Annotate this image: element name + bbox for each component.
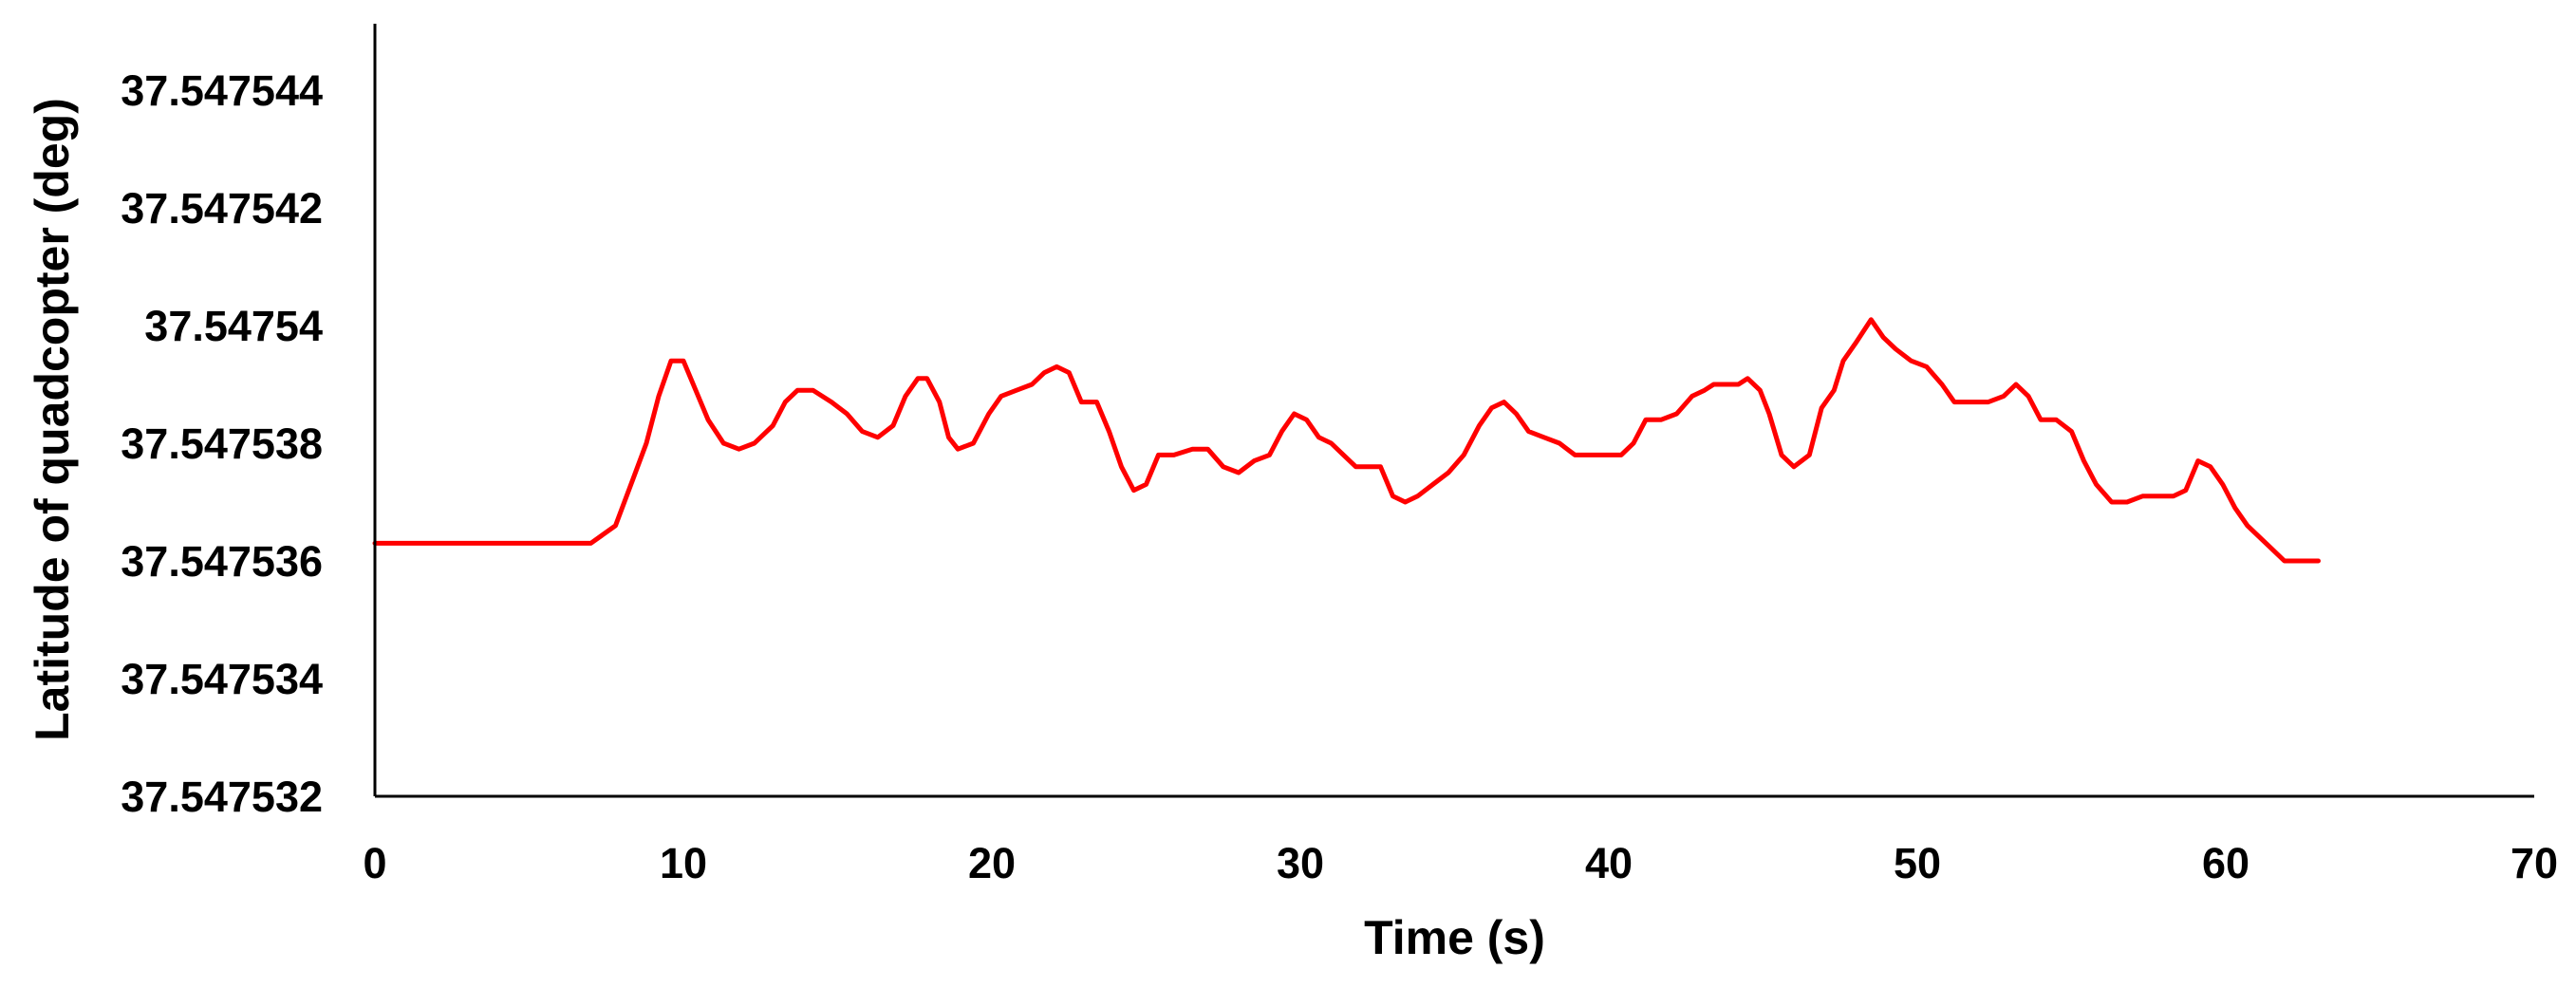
y-tick-label: 37.547536 bbox=[121, 537, 323, 586]
y-tick-label: 37.547532 bbox=[121, 773, 323, 821]
y-tick-label: 37.547544 bbox=[121, 66, 323, 115]
plot-area bbox=[372, 317, 2321, 564]
x-tick-label: 0 bbox=[363, 839, 386, 887]
y-tick-label: 37.547538 bbox=[121, 419, 323, 468]
x-tick-label: 20 bbox=[968, 839, 1016, 887]
x-tick-label: 70 bbox=[2511, 839, 2558, 887]
x-tick-label: 40 bbox=[1585, 839, 1633, 887]
x-tick-label: 50 bbox=[1894, 839, 1941, 887]
series-line bbox=[372, 317, 2321, 564]
y-tick-label: 37.54754 bbox=[144, 302, 323, 350]
x-tick-label: 30 bbox=[1277, 839, 1324, 887]
y-tick-label: 37.547534 bbox=[121, 655, 323, 703]
x-tick-label: 10 bbox=[660, 839, 707, 887]
x-tick-label: 60 bbox=[2202, 839, 2249, 887]
y-tick-label: 37.547542 bbox=[121, 184, 323, 233]
y-axis-title: Latitude of quadcopter (deg) bbox=[26, 98, 79, 741]
x-axis-title: Time (s) bbox=[1364, 911, 1545, 964]
y-tick-labels: 37.547532 37.547534 37.547536 37.547538 37.5… bbox=[121, 66, 323, 821]
x-tick-labels: 0 10 20 30 40 50 60 70 bbox=[363, 839, 2558, 887]
